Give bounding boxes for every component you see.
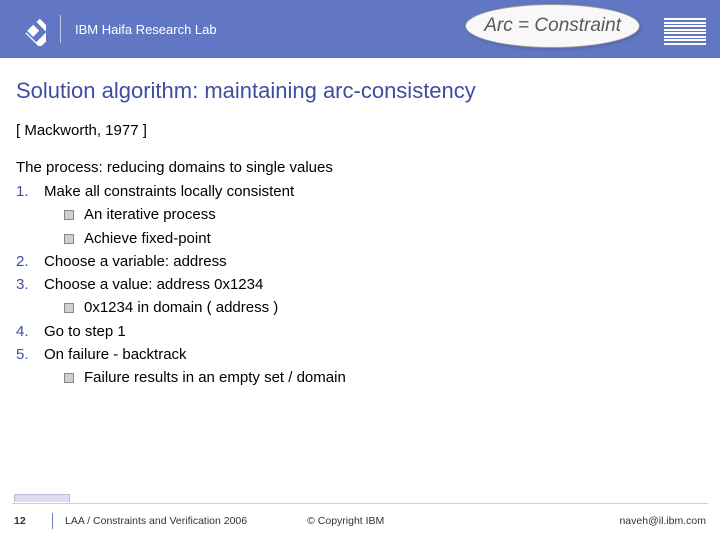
step-item: Choose a value: address 0x1234 0x1234 in…	[16, 273, 704, 320]
copyright-text: © Copyright IBM	[307, 515, 384, 527]
sub-item: Achieve fixed-point	[64, 227, 704, 250]
step-text: Choose a value: address 0x1234	[44, 276, 263, 293]
header-divider	[60, 15, 61, 43]
step-sublist: Failure results in an empty set / domain	[44, 366, 704, 389]
step-text: Make all constraints locally consistent	[44, 183, 294, 200]
step-item: Go to step 1	[16, 320, 704, 343]
callout-annotation: Arc = Constraint	[465, 4, 640, 48]
step-sublist: 0x1234 in domain ( address )	[44, 296, 704, 319]
slide-number: 12	[14, 515, 40, 527]
ibm-diamond-logo	[12, 12, 46, 46]
footer-tab-decoration	[14, 494, 70, 502]
sub-item: 0x1234 in domain ( address )	[64, 296, 704, 319]
footer-divider	[52, 513, 53, 529]
step-item: Choose a variable: address	[16, 250, 704, 273]
step-item: Make all constraints locally consistent …	[16, 180, 704, 250]
step-sublist: An iterative process Achieve fixed-point	[44, 203, 704, 250]
process-steps: Make all constraints locally consistent …	[16, 180, 704, 389]
slide-title: Solution algorithm: maintaining arc-cons…	[16, 78, 704, 104]
callout-text: Arc = Constraint	[465, 4, 640, 48]
lab-name: IBM Haifa Research Lab	[75, 22, 217, 37]
author-email: naveh@il.ibm.com	[619, 515, 706, 527]
citation: [ Mackworth, 1977 ]	[16, 122, 704, 139]
step-text: Choose a variable: address	[44, 253, 227, 270]
step-item: On failure - backtrack Failure results i…	[16, 343, 704, 390]
slide-body: Solution algorithm: maintaining arc-cons…	[0, 58, 720, 389]
sub-item: An iterative process	[64, 203, 704, 226]
slide-footer: 12 LAA / Constraints and Verification 20…	[0, 502, 720, 540]
slide-header: IBM Haifa Research Lab Arc = Constraint	[0, 0, 720, 58]
step-text: Go to step 1	[44, 323, 126, 340]
sub-item: Failure results in an empty set / domain	[64, 366, 704, 389]
step-text: On failure - backtrack	[44, 346, 187, 363]
ibm-striped-logo	[664, 18, 706, 45]
conference-name: LAA / Constraints and Verification 2006	[65, 515, 247, 527]
process-heading: The process: reducing domains to single …	[16, 159, 704, 176]
